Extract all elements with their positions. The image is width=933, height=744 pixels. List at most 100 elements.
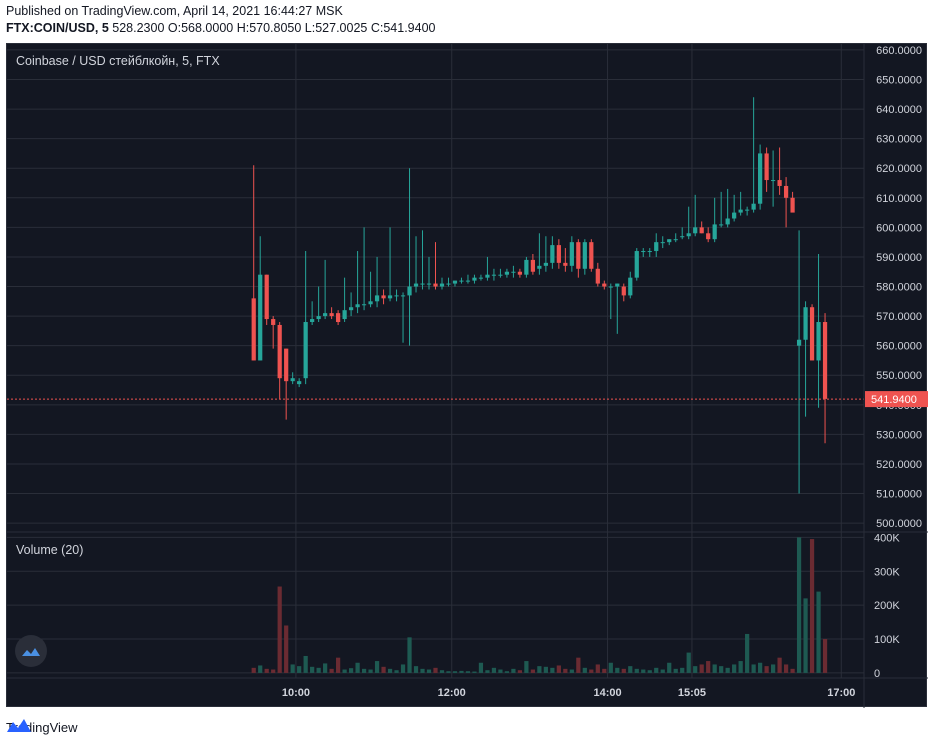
candle-body: [264, 274, 269, 320]
volume-bar: [316, 667, 321, 673]
chart-canvas[interactable]: 660.0000 650.0000 640.0000 630.0000 620.0000…: [7, 44, 928, 708]
price-tick-label: 580.0000: [876, 282, 922, 294]
volume-bar: [783, 664, 789, 673]
candle-body: [680, 236, 685, 238]
candle-body: [310, 319, 315, 323]
volume-bar: [550, 667, 555, 673]
volume-bar: [329, 668, 334, 673]
candle-body: [439, 283, 445, 287]
candle-body: [271, 319, 276, 325]
volume-bar: [524, 661, 529, 673]
candle-body: [381, 295, 386, 299]
volume-bar: [641, 669, 646, 673]
symbol-label: FTX:COIN/USD, 5: [6, 21, 109, 35]
tradingview-footer[interactable]: TradingView: [6, 716, 78, 738]
candle-body: [478, 277, 484, 279]
volume-bar: [693, 666, 698, 673]
volume-bar: [680, 667, 685, 673]
candle-body: [783, 185, 789, 198]
volume-bar: [420, 668, 425, 673]
candle-layer: [251, 97, 828, 494]
volume-bar: [667, 662, 672, 673]
volume-bar: [374, 661, 380, 673]
candle-body: [342, 310, 347, 320]
candle-body: [796, 339, 802, 346]
volume-bar: [530, 669, 535, 673]
candle-body: [738, 209, 743, 213]
volume-bar: [459, 670, 464, 673]
volume-bar: [751, 664, 756, 673]
time-tick-label: 14:00: [593, 687, 621, 699]
volume-bar: [654, 667, 659, 673]
candle-body: [472, 277, 477, 281]
volume-tick-label: 100K: [874, 634, 900, 646]
candle-body: [550, 245, 555, 263]
volume-bar: [602, 668, 607, 673]
candle-body: [602, 283, 607, 287]
volume-bar: [745, 633, 750, 673]
candle-body: [426, 283, 432, 285]
volume-bar: [699, 664, 704, 673]
price-tick-label: 500.0000: [876, 518, 922, 530]
candle-body: [258, 274, 263, 361]
candle-body: [790, 197, 795, 213]
volume-bar: [576, 657, 581, 673]
candle-body: [348, 307, 354, 311]
candle-body: [822, 322, 828, 399]
candle-body: [537, 265, 542, 269]
volume-bar: [803, 598, 808, 673]
candle-body: [355, 304, 360, 308]
volume-bar: [563, 668, 568, 673]
candle-body: [485, 274, 490, 278]
time-tick-label: 17:00: [827, 687, 855, 699]
volume-bar: [381, 666, 386, 673]
volume-bar: [738, 661, 743, 673]
candle-body: [777, 180, 782, 186]
candle-body: [667, 239, 672, 243]
candle-body: [809, 307, 815, 361]
volume-bar: [472, 671, 477, 673]
chart-frame[interactable]: 660.0000 650.0000 640.0000 630.0000 620.0000…: [6, 43, 928, 708]
volume-bar: [809, 539, 815, 673]
candle-body: [595, 268, 600, 284]
candle-body: [543, 262, 548, 266]
grid-layer: [7, 44, 864, 678]
price-tick-label: 570.0000: [876, 311, 922, 323]
candle-body: [563, 262, 568, 266]
volume-bar: [517, 670, 523, 673]
volume-bar: [686, 652, 691, 673]
candle-body: [556, 245, 561, 263]
candle-body: [517, 271, 523, 275]
volume-bar: [452, 671, 458, 673]
price-tick-label: 630.0000: [876, 134, 922, 146]
price-tick-label: 620.0000: [876, 163, 922, 175]
candle-body: [712, 224, 717, 240]
volume-bar: [485, 670, 490, 673]
volume-bar: [271, 669, 276, 673]
volume-bar: [732, 664, 737, 673]
volume-bar: [712, 664, 717, 673]
volume-bar: [361, 668, 367, 673]
volume-bar: [647, 670, 652, 673]
volume-bar: [478, 662, 484, 673]
candle-body: [732, 212, 737, 219]
volume-bar: [543, 666, 548, 673]
volume-bar: [504, 671, 510, 673]
candle-body: [504, 271, 510, 275]
volume-bar: [719, 666, 724, 673]
price-tick-label: 510.0000: [876, 489, 922, 501]
volume-bar: [258, 665, 263, 673]
tradingview-watermark-icon[interactable]: [15, 635, 47, 667]
volume-bar: [621, 668, 626, 673]
volume-bar: [465, 671, 471, 673]
time-tick-label: 15:05: [678, 687, 706, 699]
volume-bar: [407, 637, 412, 673]
candle-body: [413, 283, 419, 287]
volume-bar: [770, 664, 776, 673]
volume-bar: [537, 666, 542, 673]
candle-body: [647, 251, 652, 253]
volume-bar: [764, 666, 769, 673]
last-price-badge: [865, 391, 928, 408]
volume-bar: [413, 666, 419, 673]
volume-bar: [569, 669, 574, 673]
